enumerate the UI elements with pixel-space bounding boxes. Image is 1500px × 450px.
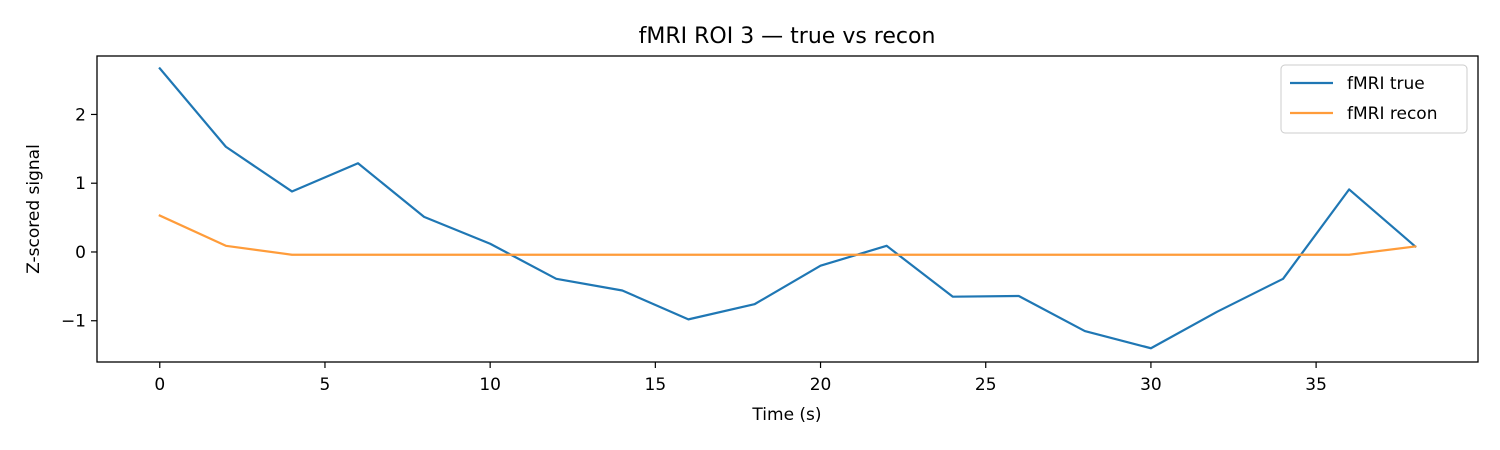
x-axis-label: Time (s)	[751, 405, 821, 425]
y-tick-label: 1	[75, 174, 86, 194]
x-tick-label: 20	[810, 375, 832, 395]
y-axis: −1 0 1 2	[61, 105, 97, 332]
x-tick-label: 30	[1140, 375, 1162, 395]
y-tick-label: 0	[75, 243, 86, 263]
y-axis-label: Z-scored signal	[24, 144, 44, 274]
x-axis: 0 5 10 15 20 25 30 35	[154, 362, 1327, 395]
legend: fMRI true fMRI recon	[1280, 64, 1468, 134]
series-layer	[158, 66, 1417, 350]
y-tick-label: −1	[61, 312, 86, 332]
x-tick-label: 10	[479, 375, 501, 395]
legend-label: fMRI true	[1347, 74, 1425, 94]
chart-title: fMRI ROI 3 — true vs recon	[639, 24, 936, 49]
x-tick-label: 15	[645, 375, 667, 395]
x-tick-label: 25	[975, 375, 997, 395]
legend-label: fMRI recon	[1347, 104, 1437, 124]
x-tick-label: 5	[320, 375, 331, 395]
series-line-fmri-true	[158, 66, 1417, 350]
x-tick-label: 0	[154, 375, 165, 395]
series-line-fmri-recon	[158, 214, 1417, 256]
x-tick-label: 35	[1305, 375, 1327, 395]
plot-frame	[96, 55, 1479, 363]
y-tick-label: 2	[75, 105, 86, 125]
